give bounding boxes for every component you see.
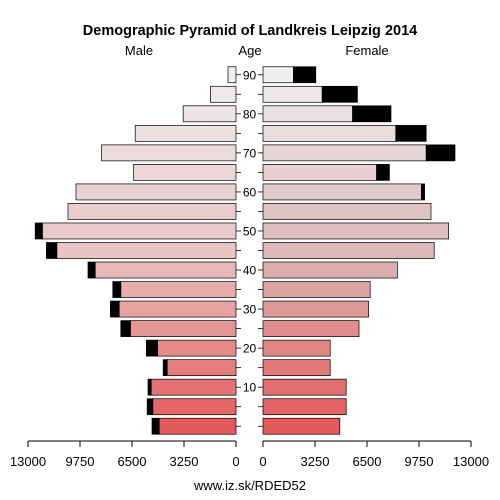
female-bar-80-84 xyxy=(262,105,353,123)
female-bar-90+ xyxy=(262,66,294,84)
female-label: Female xyxy=(345,43,388,58)
male-bar-40-44 xyxy=(94,261,237,279)
age-tick-label: 80 xyxy=(243,107,257,121)
male-excess-bar-15-19 xyxy=(162,359,168,377)
male-bar-60-64 xyxy=(75,183,237,201)
male-bar-65-69 xyxy=(133,164,237,181)
age-tick-label: 70 xyxy=(243,146,257,160)
female-bar-40-44 xyxy=(262,261,398,279)
age-tick-label: 60 xyxy=(243,185,257,199)
male-bar-20-24 xyxy=(157,339,237,357)
x-tick-label: 13000 xyxy=(453,454,489,469)
female-bar-35-39 xyxy=(262,281,371,298)
x-tick-label: 9750 xyxy=(405,454,434,469)
female-bar-25-29 xyxy=(262,320,360,337)
x-tick-label: 6500 xyxy=(353,454,382,469)
male-bar-55-59 xyxy=(67,203,237,220)
female-bar-45-49 xyxy=(262,242,435,259)
male-bar-15-19 xyxy=(166,359,237,377)
male-bar-45-49 xyxy=(56,242,237,259)
chart-title: Demographic Pyramid of Landkreis Leipzig… xyxy=(83,23,417,39)
male-bar-90+ xyxy=(227,66,237,84)
male-bar-85-89 xyxy=(210,85,237,103)
male-bar-35-39 xyxy=(120,281,237,298)
female-excess-bar-85-89 xyxy=(321,85,358,103)
female-bar-65-69 xyxy=(262,164,377,181)
male-excess-bar-30-34 xyxy=(110,300,120,318)
x-tick-label: 3250 xyxy=(301,454,330,469)
chart-marks: 90 80 70 60 50 40 30 20 10 13000 9750 6500 3250 0 3250… xyxy=(10,66,489,469)
age-tick-label: 30 xyxy=(243,303,257,317)
female-excess-bar-80-84 xyxy=(352,105,392,123)
male-excess-bar-45-49 xyxy=(46,242,58,259)
x-tick-label: 6500 xyxy=(118,454,147,469)
male-bar-75-79 xyxy=(134,124,237,142)
female-bar-30-34 xyxy=(262,300,369,318)
female-bar-55-59 xyxy=(262,203,432,220)
male-excess-bar-40-44 xyxy=(87,261,96,279)
female-bar-70-74 xyxy=(262,144,427,162)
female-excess-bar-65-69 xyxy=(376,164,390,181)
age-tick-label: 90 xyxy=(243,68,257,82)
female-bar-20-24 xyxy=(262,339,331,357)
male-bar-5-9 xyxy=(152,398,237,416)
male-bar-50-54 xyxy=(42,222,237,240)
female-excess-bar-70-74 xyxy=(425,144,456,162)
male-bar-80-84 xyxy=(182,105,237,123)
male-bar-70-74 xyxy=(101,144,237,162)
male-excess-bar-10-14 xyxy=(147,378,152,396)
male-bar-25-29 xyxy=(130,320,237,337)
male-excess-bar-35-39 xyxy=(112,281,122,298)
x-tick-label: 9750 xyxy=(66,454,95,469)
female-bar-60-64 xyxy=(262,183,422,201)
male-bar-10-14 xyxy=(150,378,237,396)
male-bar-30-34 xyxy=(118,300,237,318)
female-bar-75-79 xyxy=(262,124,397,142)
footer-url: www.iz.sk/RDED52 xyxy=(193,478,306,493)
female-bar-5-9 xyxy=(262,398,347,416)
age-tick-label: 20 xyxy=(243,342,257,356)
male-excess-bar-25-29 xyxy=(120,320,131,337)
female-bar-0-4 xyxy=(262,417,341,435)
male-label: Male xyxy=(125,43,153,58)
age-tick-label: 50 xyxy=(243,224,257,238)
female-excess-bar-75-79 xyxy=(395,124,427,142)
male-excess-bar-50-54 xyxy=(34,222,43,240)
x-tick-label: 3250 xyxy=(170,454,199,469)
x-tick-label-female-zero: 0 xyxy=(259,454,266,469)
female-bar-15-19 xyxy=(262,359,331,377)
age-tick-label: 10 xyxy=(243,381,257,395)
female-bar-10-14 xyxy=(262,378,347,396)
female-excess-bar-90+ xyxy=(293,66,317,84)
age-tick-label: 40 xyxy=(243,264,257,278)
male-bar-0-4 xyxy=(158,417,237,435)
male-excess-bar-0-4 xyxy=(151,417,160,435)
female-bar-85-89 xyxy=(262,85,323,103)
x-tick-label: 0 xyxy=(232,454,239,469)
x-tick-label: 13000 xyxy=(10,454,46,469)
age-label: Age xyxy=(238,43,261,58)
male-excess-bar-5-9 xyxy=(146,398,154,416)
female-bar-50-54 xyxy=(262,222,449,240)
male-excess-bar-20-24 xyxy=(146,339,158,357)
female-excess-bar-60-64 xyxy=(421,183,425,201)
